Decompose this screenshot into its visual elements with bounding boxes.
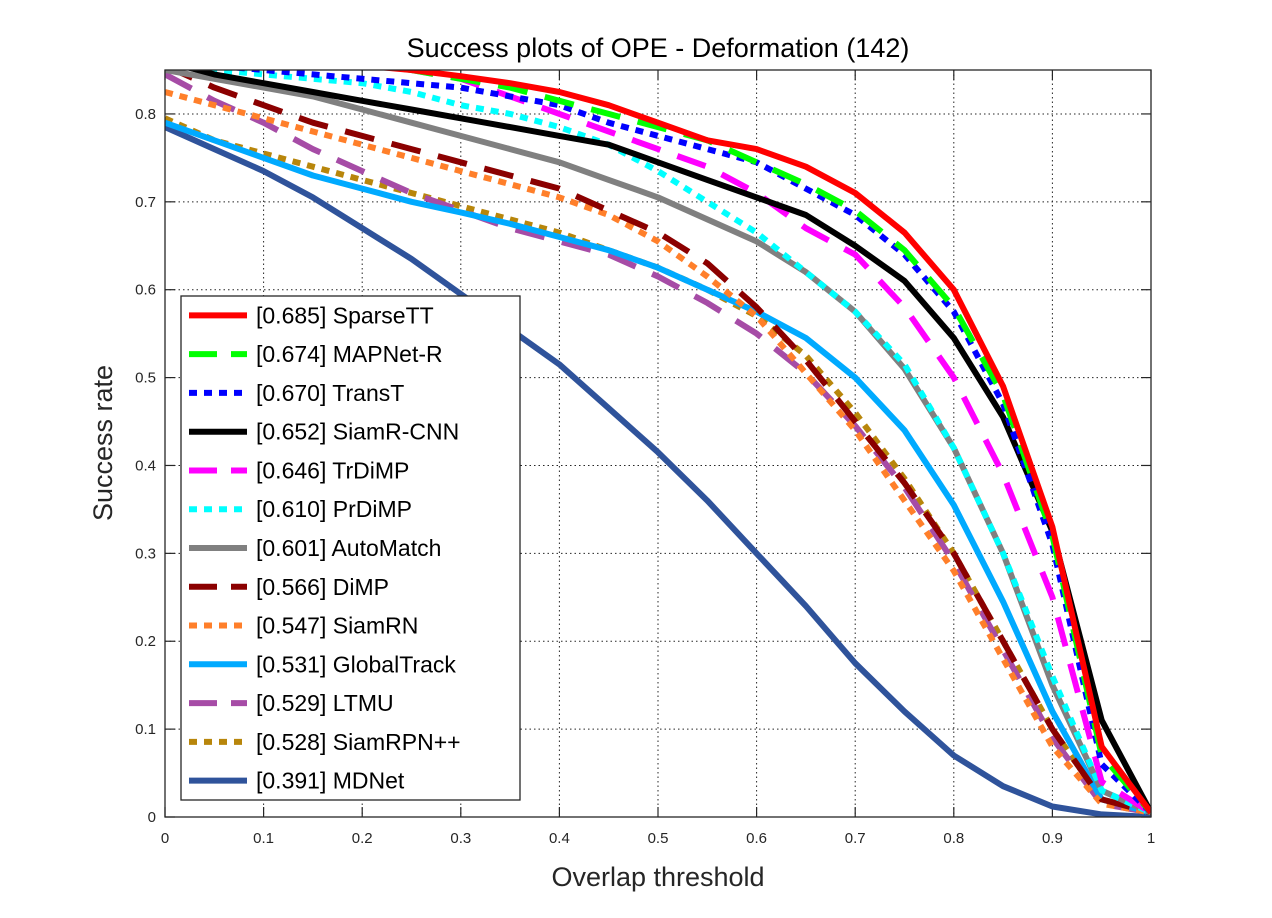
y-tick-labels: 0 0.1 0.2 0.3 0.4 0.5 0.6 0.7 0.8 (135, 106, 156, 826)
x-tick-label: 0.2 (352, 830, 373, 847)
y-tick-label: 0.3 (135, 545, 156, 562)
legend-label: [0.610] PrDiMP (256, 496, 412, 522)
x-tick-label: 0.7 (845, 830, 866, 847)
y-tick-label: 0.6 (135, 282, 156, 299)
y-tick-label: 0 (148, 809, 156, 826)
y-tick-label: 0.8 (135, 106, 156, 123)
legend-label: [0.670] TransT (256, 380, 404, 406)
series-line-9 (165, 119, 1151, 816)
x-tick-label: 0.6 (746, 830, 767, 847)
y-tick-label: 0.7 (135, 194, 156, 211)
series-line-7 (167, 70, 1151, 816)
legend-label: [0.601] AutoMatch (256, 535, 441, 561)
series-line-4 (394, 70, 1151, 816)
legend-label: [0.531] GlobalTrack (256, 651, 456, 677)
x-tick-labels: 0 0.1 0.2 0.3 0.4 0.5 0.6 0.7 0.8 0.9 1 (161, 830, 1155, 847)
x-tick-label: 0.3 (450, 830, 471, 847)
legend-label: [0.528] SiamRPN++ (256, 729, 461, 755)
x-tick-label: 0 (161, 830, 169, 847)
legend: [0.685] SparseTT [0.674] MAPNet-R [0.670] … (180, 295, 521, 801)
x-tick-label: 0.4 (549, 830, 570, 847)
y-tick-label: 0.2 (135, 633, 156, 650)
series-line-2 (229, 70, 1151, 815)
legend-label: [0.685] SparseTT (256, 302, 434, 328)
legend-label: [0.566] DiMP (256, 574, 389, 600)
series-line-12 (165, 124, 1151, 817)
series-lines (165, 70, 1151, 817)
x-axis-title: Overlap threshold (551, 862, 764, 892)
series-line-8 (165, 89, 1151, 816)
y-axis-title: Success rate (88, 365, 118, 521)
x-tick-label: 1 (1147, 830, 1155, 847)
x-tick-label: 0.5 (648, 830, 669, 847)
series-line-5 (197, 70, 1151, 816)
legend-label: [0.652] SiamR-CNN (256, 419, 459, 445)
y-tick-label: 0.5 (135, 370, 156, 387)
series-line-3 (186, 70, 1151, 815)
plot-frame (164, 69, 1152, 818)
legend-label: [0.391] MDNet (256, 768, 405, 794)
series-line-1 (387, 70, 1151, 815)
x-tick-label: 0.9 (1042, 830, 1063, 847)
legend-label: [0.547] SiamRN (256, 613, 418, 639)
series-line-0 (377, 70, 1151, 815)
y-tick-label: 0.1 (135, 721, 156, 738)
x-tick-label: 0.8 (943, 830, 964, 847)
y-tick-label: 0.4 (135, 457, 156, 474)
series-line-6 (165, 70, 1151, 816)
series-line-10 (165, 71, 1151, 816)
x-tick-label: 0.1 (253, 830, 274, 847)
chart-title: Success plots of OPE - Deformation (142) (407, 33, 910, 63)
legend-label: [0.674] MAPNet-R (256, 341, 443, 367)
legend-label: [0.529] LTMU (256, 690, 394, 716)
legend-label: [0.646] TrDiMP (256, 457, 409, 483)
